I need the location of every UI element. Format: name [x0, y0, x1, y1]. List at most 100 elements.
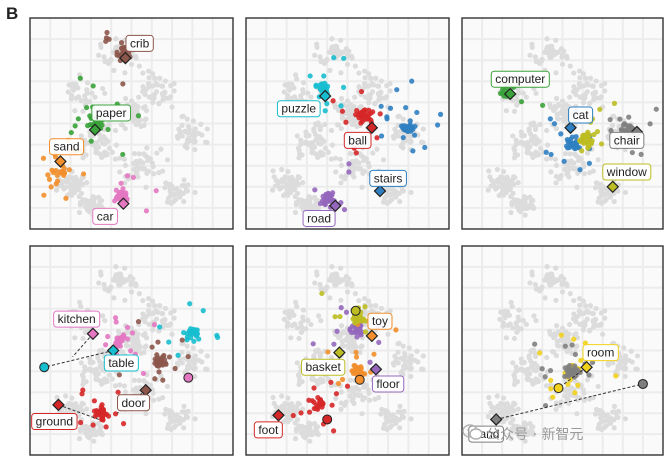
cluster-point-olive — [577, 137, 583, 144]
cluster-point-yellow — [537, 350, 543, 356]
background-point — [562, 150, 569, 157]
background-point — [323, 58, 329, 64]
background-point — [296, 381, 302, 388]
cluster-point-olive — [588, 140, 594, 146]
cluster-point-red — [317, 401, 323, 407]
background-point — [395, 341, 401, 347]
background-point — [80, 108, 86, 114]
background-point — [609, 122, 616, 128]
background-point — [146, 302, 152, 308]
background-point — [272, 183, 279, 189]
cluster-point-olive — [591, 131, 597, 138]
cluster-point-green — [120, 151, 126, 158]
background-point — [288, 309, 294, 315]
background-point — [519, 360, 525, 366]
background-point — [338, 406, 344, 412]
background-point — [399, 187, 405, 193]
background-point — [362, 75, 368, 81]
cluster-point-pink — [130, 174, 137, 181]
scatter-panel-3: computer cat chair window — [461, 17, 664, 230]
background-point — [571, 332, 577, 338]
background-point — [78, 426, 84, 432]
background-point — [511, 335, 518, 342]
background-point — [143, 379, 149, 386]
background-point — [333, 48, 339, 54]
background-point — [633, 366, 639, 372]
background-point — [402, 363, 408, 369]
word-marker-basket — [333, 346, 346, 359]
background-point — [87, 198, 93, 204]
background-point — [279, 177, 285, 183]
cluster-point-orange — [63, 195, 69, 201]
background-point — [183, 413, 189, 419]
background-point — [592, 89, 599, 95]
background-point — [531, 367, 537, 373]
background-point — [514, 328, 520, 335]
cluster-point-green — [72, 123, 78, 129]
cluster-point-pink — [124, 324, 131, 330]
background-point — [597, 411, 604, 418]
background-point — [557, 337, 563, 343]
background-point — [164, 425, 171, 431]
background-point — [320, 378, 326, 385]
cluster-point-olive — [611, 100, 618, 106]
background-point — [181, 177, 187, 183]
background-point — [358, 392, 364, 398]
cluster-point-orange — [335, 380, 342, 387]
cluster-point-blue — [387, 105, 394, 111]
background-point — [386, 418, 393, 424]
background-point — [155, 309, 161, 315]
background-point — [80, 155, 86, 161]
cluster-point-green — [105, 126, 111, 133]
cluster-point-orange — [66, 167, 72, 173]
background-point — [143, 184, 149, 190]
background-point — [53, 187, 60, 193]
background-point — [343, 273, 350, 280]
word-marker-car — [117, 197, 130, 211]
background-point — [101, 281, 107, 288]
background-point — [567, 151, 573, 157]
background-point — [601, 412, 608, 418]
background-point — [510, 360, 516, 366]
cluster-point-gray — [647, 121, 653, 127]
cluster-point-gray — [547, 367, 554, 374]
background-point — [338, 95, 345, 102]
scatter-panel-1: crib paper sand car — [29, 17, 234, 230]
background-point — [380, 157, 387, 163]
background-point — [179, 122, 185, 128]
background-point — [408, 189, 414, 196]
background-point — [323, 286, 329, 292]
background-point — [289, 401, 295, 407]
background-point — [132, 109, 138, 115]
background-point — [312, 280, 318, 286]
background-point — [349, 385, 356, 391]
background-point — [158, 146, 164, 152]
background-point — [285, 92, 291, 99]
cluster-point-orange — [46, 176, 53, 182]
background-point — [532, 126, 539, 133]
background-point — [309, 376, 315, 382]
background-point — [531, 140, 537, 146]
background-point — [343, 172, 349, 179]
background-point — [559, 282, 565, 288]
background-point — [500, 320, 506, 326]
background-point — [322, 121, 328, 127]
cluster-point-red — [91, 398, 97, 404]
background-point — [549, 271, 555, 277]
background-point — [563, 109, 569, 115]
background-point — [344, 61, 351, 67]
background-point — [520, 317, 526, 323]
background-point — [76, 209, 83, 216]
background-point — [531, 431, 537, 438]
background-point — [294, 426, 300, 432]
background-point — [420, 353, 426, 359]
background-point — [564, 171, 570, 178]
panel-frame — [245, 245, 450, 456]
word-label-ground: ground — [36, 415, 73, 429]
background-point — [73, 174, 79, 180]
cluster-point-purple — [367, 359, 373, 365]
background-point — [72, 335, 78, 341]
background-point — [314, 44, 320, 50]
background-point — [109, 149, 115, 155]
